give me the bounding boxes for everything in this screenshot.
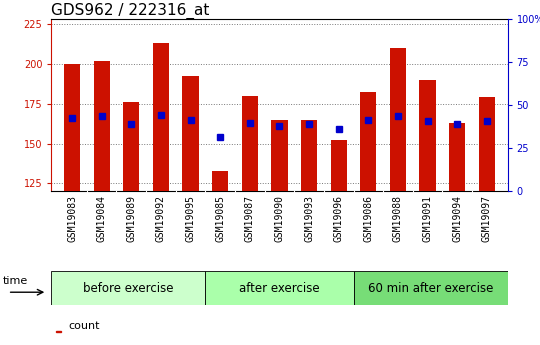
Text: GDS962 / 222316_at: GDS962 / 222316_at — [51, 3, 210, 19]
Bar — [330, 140, 347, 191]
Text: GSM19086: GSM19086 — [363, 195, 373, 242]
Text: 60 min after exercise: 60 min after exercise — [368, 282, 493, 295]
Bar — [93, 60, 110, 191]
Text: GSM19087: GSM19087 — [245, 195, 255, 242]
FancyBboxPatch shape — [205, 271, 354, 305]
Text: after exercise: after exercise — [239, 282, 320, 295]
Text: GSM19085: GSM19085 — [215, 195, 225, 242]
Bar — [449, 123, 465, 191]
Bar — [420, 80, 436, 191]
Bar — [301, 120, 317, 191]
Bar — [212, 171, 228, 191]
Bar — [123, 102, 139, 191]
Text: GSM19084: GSM19084 — [97, 195, 107, 242]
Text: GSM19089: GSM19089 — [126, 195, 136, 242]
Bar — [479, 97, 495, 191]
Text: GSM19094: GSM19094 — [452, 195, 462, 242]
Text: count: count — [68, 321, 99, 331]
Bar — [56, 331, 61, 332]
Bar — [390, 48, 406, 191]
Text: GSM19083: GSM19083 — [67, 195, 77, 242]
Bar — [153, 43, 169, 191]
Text: GSM19096: GSM19096 — [334, 195, 343, 242]
Bar — [271, 120, 288, 191]
Text: GSM19088: GSM19088 — [393, 195, 403, 242]
Text: before exercise: before exercise — [83, 282, 173, 295]
Bar — [64, 64, 80, 191]
Bar — [360, 92, 376, 191]
Text: GSM19093: GSM19093 — [304, 195, 314, 242]
Text: GSM19095: GSM19095 — [186, 195, 195, 242]
Text: GSM19092: GSM19092 — [156, 195, 166, 242]
Text: GSM19090: GSM19090 — [274, 195, 285, 242]
Text: GSM19097: GSM19097 — [482, 195, 492, 242]
Bar — [242, 96, 258, 191]
FancyBboxPatch shape — [354, 271, 508, 305]
Text: GSM19091: GSM19091 — [423, 195, 433, 242]
FancyBboxPatch shape — [51, 271, 205, 305]
Text: time: time — [3, 276, 28, 286]
Bar — [183, 77, 199, 191]
